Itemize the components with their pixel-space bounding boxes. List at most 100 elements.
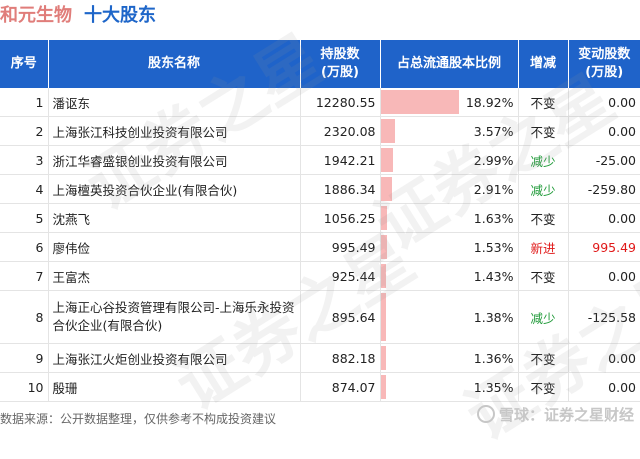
ratio-text: 1.35% [474,380,514,395]
ratio-text: 2.99% [474,153,514,168]
header-holding: 持股数 (万股) [300,40,380,88]
header-ratio: 占总流通股本比例 [380,40,518,88]
cell-rank: 3 [0,146,48,175]
ratio-bar [381,264,387,288]
cell-change: 减少 [518,291,568,344]
header-holding-line1: 持股数 [301,46,380,64]
cell-ratio: 2.99% [380,146,518,175]
cell-change: 不变 [518,373,568,402]
cell-rank: 2 [0,117,48,146]
company-name: 和元生物 [0,5,72,26]
cell-delta: 0.00 [568,117,640,146]
header-delta-line1: 变动股数 [569,46,640,64]
ratio-text: 3.57% [474,124,514,139]
ratio-bar [381,375,387,399]
top-shareholders-table: 序号 股东名称 持股数 (万股) 占总流通股本比例 增减 变动股数 (万股) 1… [0,40,640,402]
cell-rank: 5 [0,204,48,233]
cell-shareholder-name: 浙江华睿盛银创业投资有限公司 [48,146,300,175]
cell-change: 减少 [518,146,568,175]
ratio-text: 1.53% [474,240,514,255]
ratio-text: 1.63% [474,211,514,226]
ratio-bar [381,177,393,201]
cell-rank: 9 [0,344,48,373]
ratio-text: 2.91% [474,182,514,197]
cell-change: 不变 [518,117,568,146]
cell-holding: 12280.55 [300,88,380,117]
page-title: 和元生物十大股东 [0,2,156,30]
cell-delta: -25.00 [568,146,640,175]
cell-shareholder-name: 上海张江科技创业投资有限公司 [48,117,300,146]
cell-ratio: 18.92% [380,88,518,117]
header-rank: 序号 [0,40,48,88]
cell-holding: 895.64 [300,291,380,344]
ratio-bar [381,293,387,341]
cell-delta: 0.00 [568,204,640,233]
header-delta-line2: (万股) [569,64,640,82]
cell-rank: 1 [0,88,48,117]
cell-delta: 995.49 [568,233,640,262]
ratio-bar [381,206,388,230]
cell-shareholder-name: 上海张江火炬创业投资有限公司 [48,344,300,373]
cell-ratio: 1.36% [380,344,518,373]
ratio-text: 1.36% [474,351,514,366]
cell-rank: 4 [0,175,48,204]
cell-ratio: 1.63% [380,204,518,233]
cell-shareholder-name: 殷珊 [48,373,300,402]
cell-change: 不变 [518,204,568,233]
data-source-note: 数据来源：公开数据整理，仅供参考不构成投资建议 [0,410,276,427]
cell-shareholder-name: 王富杰 [48,262,300,291]
cell-change: 减少 [518,175,568,204]
cell-delta: 0.00 [568,262,640,291]
table-header-row: 序号 股东名称 持股数 (万股) 占总流通股本比例 增减 变动股数 (万股) [0,40,640,88]
brand-text: 雪球：证券之星财经 [499,406,634,424]
header-holding-line2: (万股) [301,64,380,82]
cell-ratio: 3.57% [380,117,518,146]
cell-holding: 995.49 [300,233,380,262]
cell-ratio: 2.91% [380,175,518,204]
cell-holding: 1886.34 [300,175,380,204]
ratio-text: 1.43% [474,269,514,284]
ratio-bar [381,90,459,114]
header-change: 增减 [518,40,568,88]
cell-change: 新进 [518,233,568,262]
cell-ratio: 1.35% [380,373,518,402]
cell-rank: 7 [0,262,48,291]
header-delta: 变动股数 (万股) [568,40,640,88]
cell-delta: 0.00 [568,344,640,373]
ratio-text: 18.92% [466,95,514,110]
cell-change: 不变 [518,344,568,373]
snowball-logo-icon [477,405,495,423]
cell-shareholder-name: 上海檀英投资合伙企业(有限合伙) [48,175,300,204]
cell-shareholder-name: 廖伟俭 [48,233,300,262]
cell-rank: 6 [0,233,48,262]
cell-holding: 1942.21 [300,146,380,175]
cell-delta: -259.80 [568,175,640,204]
ratio-bar [381,235,387,259]
cell-holding: 2320.08 [300,117,380,146]
cell-delta: -125.58 [568,291,640,344]
brand-footer: 雪球：证券之星财经 [477,404,634,425]
cell-holding: 882.18 [300,344,380,373]
cell-ratio: 1.43% [380,262,518,291]
ratio-bar [381,148,393,172]
cell-shareholder-name: 潘讴东 [48,88,300,117]
cell-rank: 8 [0,291,48,344]
cell-holding: 1056.25 [300,204,380,233]
cell-change: 不变 [518,88,568,117]
ratio-text: 1.38% [474,310,514,325]
cell-change: 不变 [518,262,568,291]
cell-holding: 925.44 [300,262,380,291]
header-name: 股东名称 [48,40,300,88]
ratio-bar [381,119,396,143]
cell-rank: 10 [0,373,48,402]
cell-ratio: 1.38% [380,291,518,344]
